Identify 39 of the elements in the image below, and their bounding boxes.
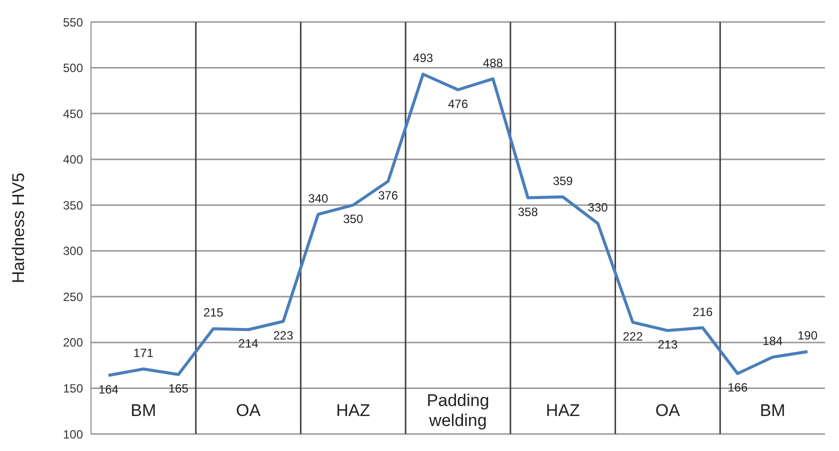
data-label: 350	[343, 212, 364, 226]
y-axis-title: Hardness HV5	[9, 172, 28, 284]
y-tick-label: 250	[62, 290, 84, 304]
data-label: 359	[552, 174, 574, 188]
y-tick-label: 550	[62, 15, 84, 30]
x-tick-label: OA	[655, 401, 681, 420]
data-label: 164	[98, 382, 119, 396]
x-tick-label: Padding welding	[426, 391, 490, 430]
data-label: 215	[203, 306, 224, 320]
data-label: 165	[168, 381, 189, 396]
x-tick-label: BM	[760, 401, 786, 420]
y-tick-label: 100	[62, 427, 84, 442]
data-label: 171	[133, 346, 154, 360]
y-tick-label: 500	[62, 61, 84, 76]
x-tick-label: HAZ	[546, 401, 580, 420]
y-tick-label: 200	[62, 336, 84, 350]
data-label: 166	[728, 380, 748, 395]
data-label: 216	[692, 304, 713, 319]
x-tick-label: OA	[236, 401, 262, 420]
data-label: 488	[482, 56, 504, 70]
y-tick-label: 350	[62, 198, 84, 212]
y-tick-label: 300	[62, 244, 84, 258]
data-label: 184	[762, 334, 783, 348]
x-tick-label: BM	[130, 401, 156, 420]
data-label: 358	[518, 204, 538, 219]
y-tick-label: 450	[62, 106, 84, 121]
data-label: 190	[798, 328, 818, 343]
y-tick-label: 400	[62, 152, 84, 167]
data-label: 222	[622, 329, 644, 344]
data-label: 214	[238, 336, 259, 351]
data-label: 493	[413, 51, 434, 66]
data-label: 340	[308, 191, 329, 206]
y-tick-label: 150	[62, 381, 84, 396]
data-label: 223	[273, 328, 294, 342]
data-label: 376	[378, 188, 398, 202]
data-label: 476	[448, 96, 468, 111]
x-tick-label: HAZ	[336, 401, 370, 420]
data-label: 330	[588, 200, 608, 214]
data-label: 213	[658, 338, 678, 352]
